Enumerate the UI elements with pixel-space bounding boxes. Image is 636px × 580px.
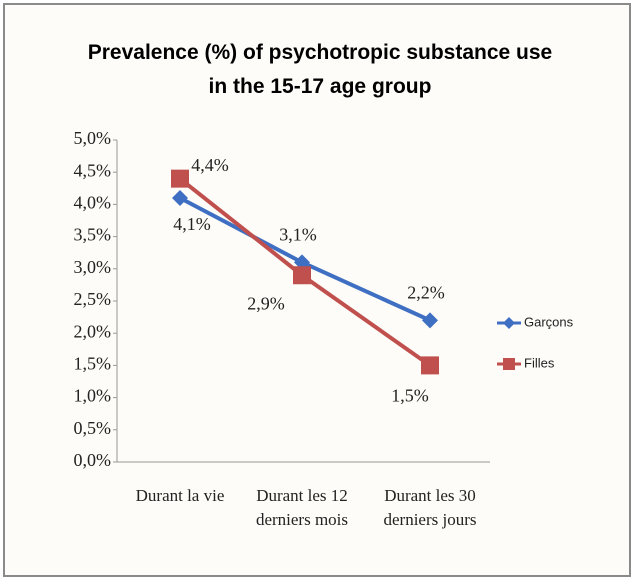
y-tick-label: 4,0% [74, 193, 112, 213]
legend-label: Garçons [524, 314, 574, 329]
legend-label: Filles [524, 355, 555, 370]
data-label: 4,1% [173, 214, 211, 234]
data-label: 1,5% [391, 386, 429, 406]
chart-frame [3, 3, 631, 577]
y-tick-label: 5,0% [74, 128, 112, 148]
chart-title: Prevalence (%) of psychotropic substance… [87, 41, 553, 98]
marker [422, 312, 438, 329]
data-label: 2,2% [407, 282, 445, 302]
data-label: 2,9% [247, 293, 285, 313]
marker [421, 356, 439, 375]
y-tick-label: 1,5% [74, 354, 112, 374]
y-tick-label: 2,5% [74, 289, 112, 309]
x-tick-label: Durant les 30 derniers jours [383, 486, 477, 529]
y-tick-label: 4,5% [74, 160, 112, 180]
legend-marker [503, 317, 515, 329]
marker [293, 266, 311, 285]
x-tick-label: Durant la vie [135, 486, 225, 505]
y-tick-label: 1,0% [74, 386, 112, 406]
y-tick-label: 3,5% [74, 225, 112, 245]
y-tick-label: 0,0% [74, 450, 112, 470]
data-label: 3,1% [279, 224, 317, 244]
y-tick-label: 3,0% [74, 257, 112, 277]
data-label: 4,4% [191, 155, 229, 175]
y-tick-label: 2,0% [74, 321, 112, 341]
marker [172, 189, 188, 206]
y-tick-label: 0,5% [74, 418, 112, 438]
marker [171, 169, 189, 188]
x-tick-label: Durant les 12 derniers mois [255, 486, 349, 529]
legend-marker [503, 358, 515, 370]
